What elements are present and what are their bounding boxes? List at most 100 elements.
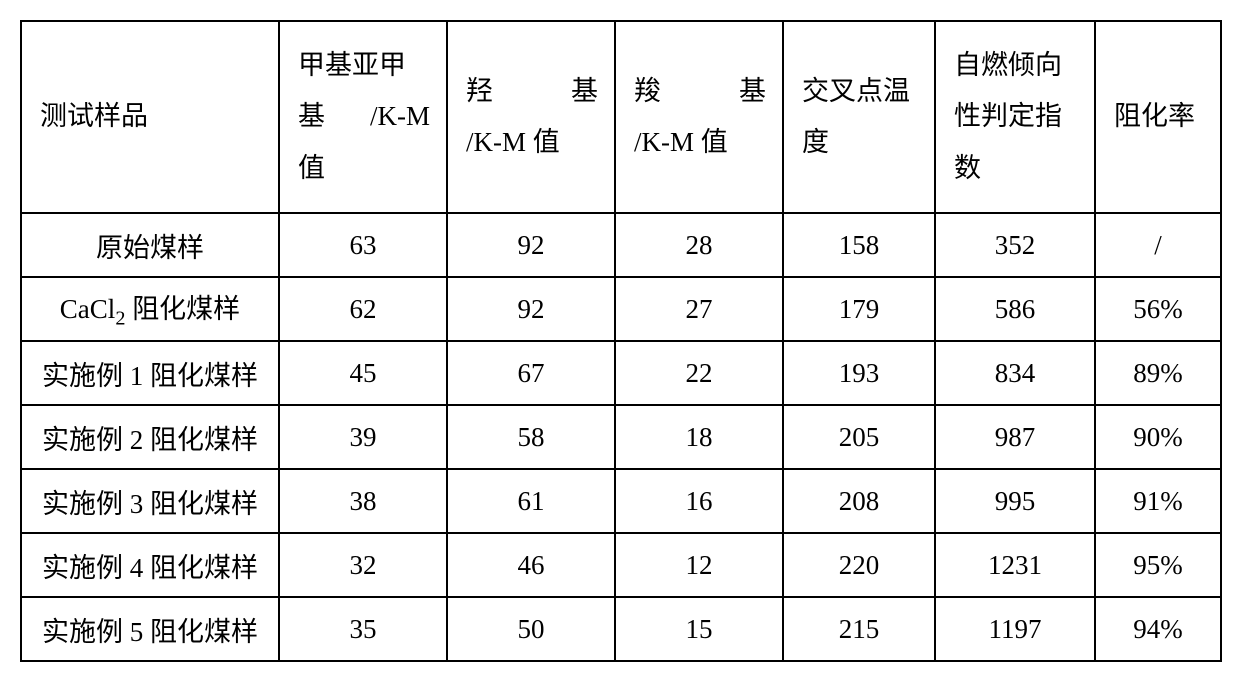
cell-hydroxyl: 92: [447, 277, 615, 341]
cell-carboxyl: 15: [615, 597, 783, 661]
cell-text: 22: [686, 358, 713, 388]
cell-text: 193: [839, 358, 880, 388]
cell-text: 352: [995, 230, 1036, 260]
cell-carboxyl: 12: [615, 533, 783, 597]
cell-carboxyl: 22: [615, 341, 783, 405]
cell-text: 46: [518, 550, 545, 580]
data-table: 测试样品 甲基亚甲 基 /K-M 值 羟 基: [20, 20, 1222, 662]
cell-text: 58: [518, 422, 545, 452]
cell-inhibit: 91%: [1095, 469, 1221, 533]
cell-text: 89%: [1133, 358, 1183, 388]
cell-text: 995: [995, 486, 1036, 516]
header-text: 羟: [466, 66, 493, 117]
cell-scindex: 1197: [935, 597, 1095, 661]
cell-sample: 实施例 5 阻化煤样: [21, 597, 279, 661]
cell-sample: 实施例 2 阻化煤样: [21, 405, 279, 469]
cell-text: 实施例 2 阻化煤样: [42, 425, 258, 455]
cell-crosspt: 208: [783, 469, 935, 533]
cell-text: 18: [686, 422, 713, 452]
cell-text: 158: [839, 230, 880, 260]
cell-text: 实施例 5 阻化煤样: [42, 617, 258, 647]
cell-methyl: 62: [279, 277, 447, 341]
header-text: 交叉点温: [802, 66, 918, 117]
cell-text: 92: [518, 230, 545, 260]
cell-crosspt: 193: [783, 341, 935, 405]
cell-text: CaCl2 阻化煤样: [60, 294, 240, 324]
cell-text: 95%: [1133, 550, 1183, 580]
header-text: 基: [571, 66, 598, 117]
table-row: 实施例 5 阻化煤样355015215119794%: [21, 597, 1221, 661]
cell-text: 1197: [989, 614, 1042, 644]
cell-text: 56%: [1133, 294, 1183, 324]
cell-text: 实施例 1 阻化煤样: [42, 361, 258, 391]
cell-hydroxyl: 61: [447, 469, 615, 533]
table-row: 实施例 4 阻化煤样324612220123195%: [21, 533, 1221, 597]
cell-text: 45: [350, 358, 377, 388]
cell-hydroxyl: 67: [447, 341, 615, 405]
cell-hydroxyl: 50: [447, 597, 615, 661]
cell-crosspt: 220: [783, 533, 935, 597]
cell-text: 16: [686, 486, 713, 516]
table-row: 实施例 3 阻化煤样38611620899591%: [21, 469, 1221, 533]
cell-carboxyl: 16: [615, 469, 783, 533]
cell-text: 35: [350, 614, 377, 644]
cell-text: 实施例 3 阻化煤样: [42, 489, 258, 519]
cell-inhibit: 56%: [1095, 277, 1221, 341]
cell-text: 90%: [1133, 422, 1183, 452]
header-text: 基: [739, 66, 766, 117]
cell-sample: 实施例 3 阻化煤样: [21, 469, 279, 533]
cell-text: 15: [686, 614, 713, 644]
col-header-methyl: 甲基亚甲 基 /K-M 值: [279, 21, 447, 213]
cell-text: 63: [350, 230, 377, 260]
cell-carboxyl: 27: [615, 277, 783, 341]
cell-text: 61: [518, 486, 545, 516]
col-header-sample: 测试样品: [21, 21, 279, 213]
cell-inhibit: 90%: [1095, 405, 1221, 469]
cell-scindex: 995: [935, 469, 1095, 533]
cell-inhibit: 94%: [1095, 597, 1221, 661]
header-text: 数: [954, 143, 1078, 194]
table-body: 原始煤样639228158352/CaCl2 阻化煤样6292271795865…: [21, 213, 1221, 661]
cell-scindex: 1231: [935, 533, 1095, 597]
table-row: 原始煤样 63 92 28 158 352 /: [21, 213, 1221, 277]
cell-scindex: 834: [935, 341, 1095, 405]
cell-inhibit: 89%: [1095, 341, 1221, 405]
header-text: 值: [298, 143, 430, 194]
cell-methyl: 39: [279, 405, 447, 469]
cell-text: 62: [350, 294, 377, 324]
cell-text: 220: [839, 550, 880, 580]
cell-methyl: 32: [279, 533, 447, 597]
header-text: 羧: [634, 66, 661, 117]
cell-hydroxyl: 46: [447, 533, 615, 597]
cell-inhibit: 95%: [1095, 533, 1221, 597]
cell-hydroxyl: 92: [447, 213, 615, 277]
cell-text: 12: [686, 550, 713, 580]
data-table-container: 测试样品 甲基亚甲 基 /K-M 值 羟 基: [20, 20, 1220, 662]
cell-scindex: 987: [935, 405, 1095, 469]
cell-text: 208: [839, 486, 880, 516]
cell-text: 179: [839, 294, 880, 324]
cell-crosspt: 205: [783, 405, 935, 469]
table-row: 实施例 2 阻化煤样 39 58 18 205987 90%: [21, 405, 1221, 469]
cell-text: 92: [518, 294, 545, 324]
cell-hydroxyl: 58: [447, 405, 615, 469]
cell-text: 834: [995, 358, 1036, 388]
header-text: /K-M 值: [466, 117, 598, 168]
cell-inhibit: /: [1095, 213, 1221, 277]
cell-text: 28: [686, 230, 713, 260]
header-text: 基: [298, 91, 325, 142]
col-header-carboxyl: 羧 基 /K-M 值: [615, 21, 783, 213]
cell-sample: CaCl2 阻化煤样: [21, 277, 279, 341]
cell-text: 94%: [1133, 614, 1183, 644]
header-text: 阻化率: [1114, 91, 1195, 142]
cell-text: 1231: [988, 550, 1042, 580]
header-text: 甲基亚甲: [298, 40, 430, 91]
header-text: 度: [802, 117, 918, 168]
header-text: /K-M: [370, 91, 430, 142]
cell-methyl: 35: [279, 597, 447, 661]
cell-text: 27: [686, 294, 713, 324]
header-text: 测试样品: [40, 91, 148, 142]
cell-text: 67: [518, 358, 545, 388]
cell-sample: 原始煤样: [21, 213, 279, 277]
cell-methyl: 45: [279, 341, 447, 405]
